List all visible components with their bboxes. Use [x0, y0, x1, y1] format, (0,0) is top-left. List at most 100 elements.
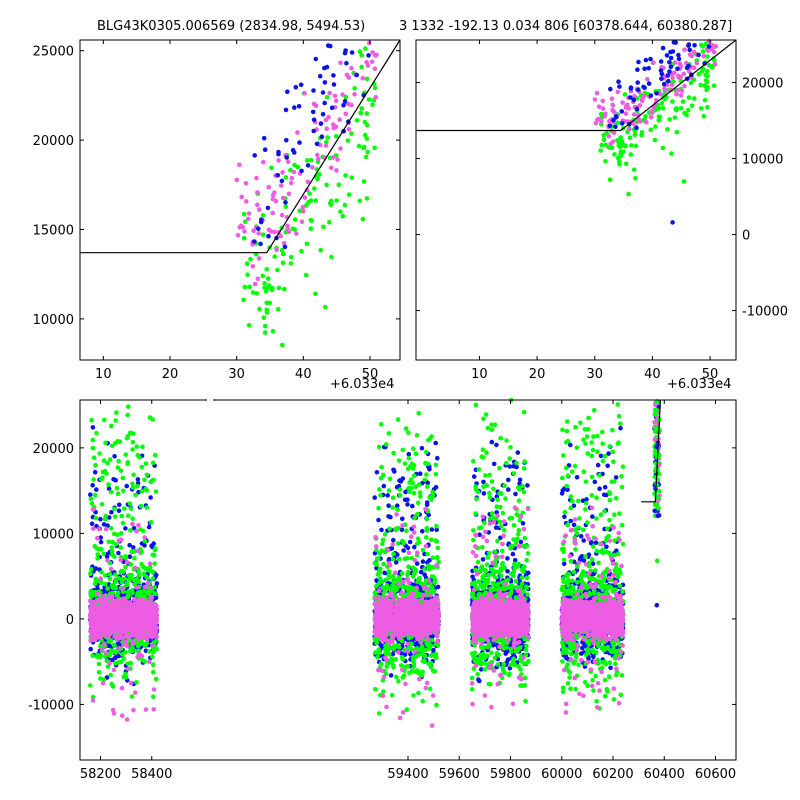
tl-point	[329, 254, 334, 260]
tl-point	[366, 40, 372, 46]
tr-point	[679, 88, 685, 94]
b-point-magenta	[435, 639, 440, 644]
tl-point	[364, 60, 369, 65]
tr-point	[628, 152, 634, 157]
b-point-magenta	[123, 598, 128, 603]
b-point-green	[415, 579, 421, 584]
b-point-magenta	[403, 681, 408, 687]
b-point-blue	[88, 646, 93, 652]
tl-point	[361, 179, 367, 184]
b-point-green	[121, 488, 126, 494]
tr-point	[705, 105, 710, 110]
b-point-green	[424, 472, 429, 477]
b-point-green	[144, 472, 150, 478]
tr-point	[633, 143, 639, 149]
b-point-magenta	[404, 624, 409, 630]
tl-point	[344, 72, 350, 78]
b-point-blue	[106, 515, 112, 520]
b-point-green	[129, 549, 135, 554]
tr-point	[601, 137, 607, 143]
b-point-magenta	[396, 650, 401, 655]
tl-point	[346, 126, 352, 132]
b-point-green	[399, 663, 404, 668]
b-point-magenta	[414, 610, 420, 615]
tl-model-line	[80, 39, 401, 254]
b-point-green	[402, 556, 408, 562]
b-point-green	[130, 516, 135, 522]
tr-point	[610, 139, 616, 144]
tl-point	[311, 117, 317, 123]
b-point-blue	[98, 535, 103, 540]
b-point-green	[395, 541, 401, 546]
b-point-magenta	[111, 711, 117, 716]
b-point-magenta	[136, 523, 141, 528]
b-point-magenta	[119, 685, 125, 691]
b-point-blue	[116, 508, 122, 513]
tl-point	[315, 176, 320, 182]
tl-point	[349, 102, 354, 108]
tr-frame	[415, 39, 737, 361]
tr-point	[603, 159, 608, 164]
tl-point	[337, 117, 343, 122]
tl-point	[284, 155, 290, 160]
tl-point	[372, 85, 378, 91]
b-point-blue	[407, 539, 413, 545]
tl-point	[360, 75, 366, 81]
b-point-green	[114, 532, 120, 537]
tl-point	[320, 111, 326, 117]
b-point-magenta	[415, 600, 421, 606]
b-point-green	[106, 539, 112, 544]
b-point-green	[372, 561, 378, 566]
b-point-green	[406, 430, 411, 436]
b-point-magenta	[390, 615, 396, 621]
b-point-magenta	[423, 616, 428, 621]
tl-point	[326, 114, 331, 120]
b-point-magenta	[95, 591, 100, 597]
tl-point	[252, 239, 257, 244]
tr-point	[692, 43, 697, 48]
b-point-green	[424, 516, 430, 522]
tl-point	[291, 169, 297, 175]
tl-point	[244, 261, 250, 267]
tl-point	[335, 157, 340, 162]
b-point-magenta	[93, 599, 98, 605]
b-point-magenta	[100, 594, 106, 600]
tr-point	[627, 135, 633, 141]
tr-point	[659, 100, 665, 106]
b-point-green	[383, 442, 389, 447]
b-point-magenta	[128, 625, 134, 630]
tl-point	[266, 233, 271, 239]
tl-point	[297, 140, 302, 145]
b-point-green	[153, 489, 159, 494]
b-point-green	[140, 444, 145, 450]
b-point-green	[107, 571, 113, 577]
b-point-blue	[417, 471, 423, 477]
tl-point	[305, 179, 311, 185]
tr-point	[629, 143, 634, 148]
b-point-magenta	[110, 620, 116, 625]
tl-point	[349, 50, 355, 55]
tr-point	[648, 127, 654, 133]
b-point-magenta	[139, 612, 145, 618]
b-point-green	[426, 661, 432, 667]
tr-point	[668, 64, 674, 70]
b-point-green	[385, 648, 391, 654]
b-point-blue	[88, 492, 93, 498]
tl-point	[333, 134, 339, 139]
tr-point	[606, 133, 612, 139]
b-point-magenta	[399, 667, 405, 673]
b-point-magenta	[410, 603, 416, 608]
tr-point	[600, 98, 606, 104]
b-point-green	[102, 516, 108, 522]
tl-point	[300, 204, 306, 210]
b-point-magenta	[381, 602, 386, 607]
b-point-green	[150, 417, 155, 422]
tr-point	[686, 69, 692, 74]
b-point-green	[134, 680, 139, 685]
tr-point	[659, 76, 664, 81]
b-point-magenta	[149, 634, 155, 640]
b-point-green	[395, 507, 400, 512]
tl-point	[328, 165, 334, 171]
b-point-green	[142, 641, 148, 647]
